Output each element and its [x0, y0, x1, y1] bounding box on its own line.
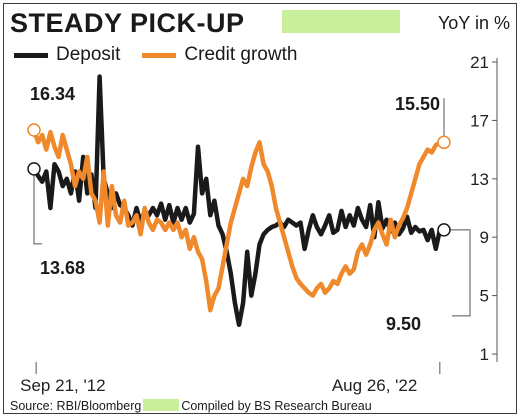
chart-title: STEADY PICK-UP	[10, 8, 245, 38]
series-line-credit-growth	[31, 127, 447, 313]
y-tick-label: 1	[480, 345, 489, 364]
x-tick-label: Aug 26, '22	[332, 376, 417, 395]
y-tick-label: 13	[470, 170, 489, 189]
y-tick-label: 17	[470, 111, 489, 130]
y-tick-label: 21	[470, 53, 489, 72]
callout-marker	[437, 135, 451, 150]
callout-label: 15.50	[395, 94, 440, 114]
callout-label: 16.34	[30, 84, 75, 104]
highlight-block	[282, 10, 400, 33]
callout-leader	[450, 229, 471, 317]
source-line: Source: RBI/Bloomberg Compiled by BS Rese…	[10, 399, 372, 413]
legend-swatch-credit	[142, 52, 177, 58]
x-tick-label: Sep 21, '12	[20, 376, 105, 395]
legend-label-deposit: Deposit	[56, 44, 121, 65]
y-tick-label: 9	[480, 228, 489, 247]
legend: Deposit Credit growth	[14, 44, 297, 66]
legend-swatch-deposit	[14, 52, 48, 58]
y-tick-label: 5	[480, 287, 489, 306]
callout-marker	[27, 162, 41, 176]
source-text: Source: RBI/Bloomberg	[10, 399, 142, 413]
callout-marker	[27, 123, 41, 137]
unit-label: YoY in %	[437, 13, 510, 33]
callout-marker	[437, 223, 451, 237]
callout-leader	[33, 168, 42, 245]
legend-label-credit: Credit growth	[184, 44, 298, 65]
compiled-text: Compiled by BS Research Bureau	[181, 399, 372, 413]
callout-label: 9.50	[386, 314, 421, 334]
chart-frame	[3, 3, 517, 414]
callout-label: 13.68	[40, 258, 85, 278]
source-highlight	[143, 399, 180, 411]
